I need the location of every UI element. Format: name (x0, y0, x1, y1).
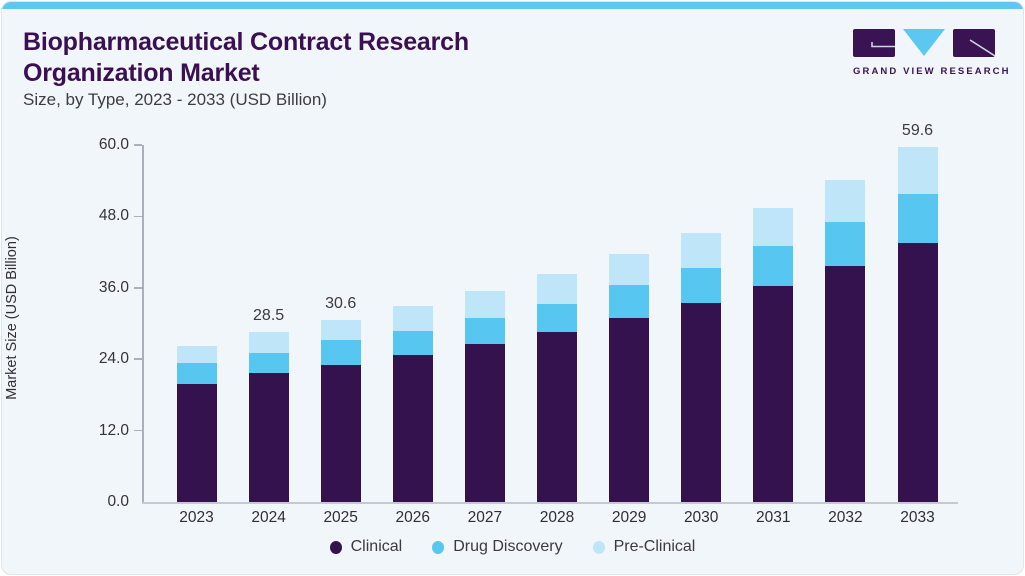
bar-segment-clinical (320, 365, 361, 502)
y-axis-spine (142, 145, 144, 502)
legend-label: Clinical (350, 538, 403, 555)
legend-item-drug-discovery: Drug Discovery (432, 538, 563, 556)
bar-segment-clinical (825, 266, 866, 502)
y-tick-mark (134, 215, 142, 218)
y-tick-mark (134, 287, 142, 289)
bar-segment-clinical (248, 373, 289, 502)
legend-swatch (329, 540, 342, 554)
legend-item-pre-clinical: Pre-Clinical (592, 538, 696, 556)
y-axis-title: Market Size (USD Billion) (4, 236, 20, 400)
bar-segment-pre-clinical (681, 233, 722, 268)
legend-item-clinical: Clinical (329, 538, 403, 556)
page-title-line2: Organization Market (23, 59, 260, 87)
bar-segment-pre-clinical (609, 254, 650, 286)
x-axis-label: 2031 (756, 509, 791, 526)
y-tick-label: 12.0 (98, 421, 129, 439)
bar-segment-pre-clinical (392, 306, 433, 331)
bar-segment-drug-discovery (681, 267, 722, 304)
x-axis-label: 2030 (683, 509, 719, 526)
bar-segment-pre-clinical (897, 147, 938, 195)
bar-segment-drug-discovery (609, 285, 650, 319)
y-tick-label: 36.0 (98, 278, 129, 296)
y-tick-mark (134, 429, 142, 432)
x-axis-label: 2032 (828, 509, 863, 526)
y-tick-label: 48.0 (98, 207, 129, 225)
bar-segment-drug-discovery (320, 339, 361, 366)
bar-segment-clinical (753, 286, 794, 502)
bar-segment-clinical (537, 332, 577, 502)
bar-total-label: 28.5 (253, 307, 285, 325)
bar-segment-pre-clinical (825, 180, 866, 223)
x-axis-label: 2024 (251, 509, 286, 526)
x-axis-baseline (142, 502, 958, 504)
y-tick-mark (134, 144, 142, 146)
bar-segment-drug-discovery (537, 303, 577, 333)
x-axis-label: 2027 (467, 509, 503, 526)
bar-segment-pre-clinical (753, 208, 794, 247)
page-subtitle: Size, by Type, 2023 - 2033 (USD Billion) (23, 90, 327, 109)
bar-segment-pre-clinical (248, 332, 289, 353)
bar-segment-pre-clinical (537, 274, 577, 304)
gvr-logo: GRAND VIEW RESEARCH (853, 29, 1011, 77)
bar-segment-pre-clinical (464, 290, 505, 318)
x-axis-label: 2023 (179, 509, 214, 526)
bar-segment-drug-discovery (392, 330, 433, 356)
bar-segment-drug-discovery (897, 194, 938, 243)
bar-segment-drug-discovery (464, 317, 505, 345)
bar-segment-clinical (464, 344, 505, 502)
bar-segment-drug-discovery (753, 246, 794, 286)
y-tick-label: 60.0 (98, 136, 129, 153)
bar-segment-clinical (176, 383, 217, 502)
bar-total-label: 30.6 (325, 294, 357, 312)
legend-label: Pre-Clinical (613, 538, 696, 555)
x-axis-label: 2028 (539, 509, 575, 526)
y-tick-mark (134, 358, 142, 360)
bar-segment-drug-discovery (825, 222, 866, 267)
page-title: Biopharmaceutical Contract Research Orga… (23, 27, 663, 89)
legend: Clinical Drug Discovery Pre-Clinical (2, 538, 1023, 556)
legend-swatch (432, 540, 445, 554)
bar-segment-drug-discovery (176, 363, 217, 384)
bar-total-label: 59.6 (901, 122, 934, 140)
bar-segment-clinical (897, 242, 938, 502)
x-axis-label: 2026 (395, 509, 431, 526)
x-axis-label: 2033 (900, 509, 935, 526)
y-tick-label: 0.0 (107, 493, 129, 510)
gvr-logo-mark (853, 29, 996, 57)
top-accent-bar (2, 2, 1023, 9)
bar-segment-pre-clinical (320, 319, 361, 340)
page-title-line1: Biopharmaceutical Contract Research (23, 28, 469, 56)
bar-segment-drug-discovery (248, 352, 289, 374)
legend-label: Drug Discovery (453, 538, 563, 555)
bar-segment-pre-clinical (176, 345, 217, 364)
y-tick-label: 24.0 (98, 350, 129, 368)
x-axis-label: 2029 (611, 509, 647, 526)
bar-segment-clinical (609, 318, 650, 502)
gvr-logo-text: GRAND VIEW RESEARCH (853, 66, 1011, 77)
legend-swatch (592, 540, 605, 554)
bar-segment-clinical (681, 303, 722, 502)
x-axis-label: 2025 (323, 509, 358, 526)
bar-segment-clinical (392, 355, 433, 502)
